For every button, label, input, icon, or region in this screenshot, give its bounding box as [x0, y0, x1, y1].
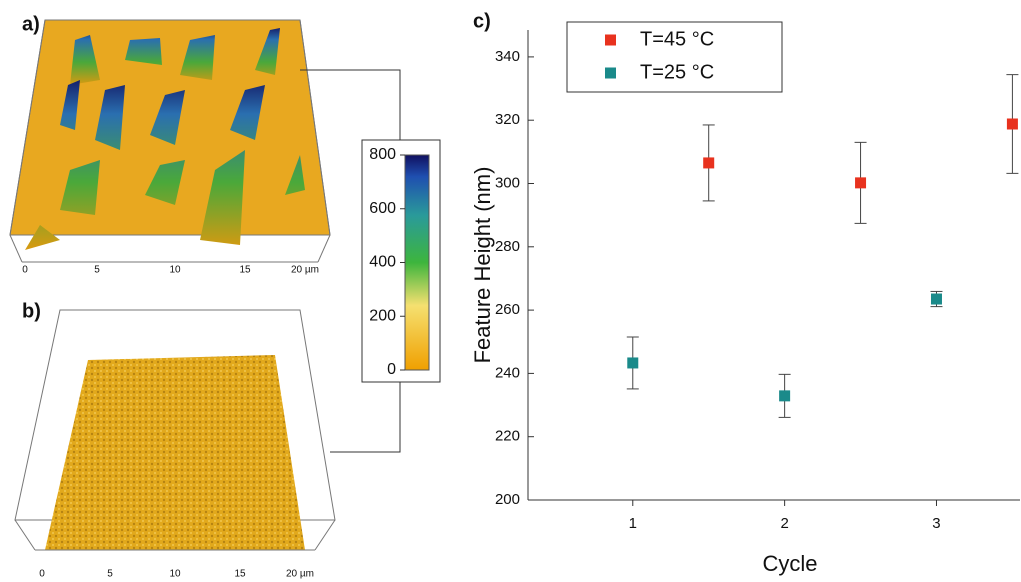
y-tick-label: 340 — [495, 48, 520, 65]
y-tick-label: 300 — [495, 174, 520, 191]
connector — [330, 382, 401, 453]
panel-label: b) — [22, 300, 41, 322]
x-tick-label: 2 — [780, 515, 788, 532]
connector — [300, 69, 401, 140]
x-tick-label: 1 — [629, 515, 637, 532]
x-axis-label: Cycle — [762, 551, 817, 576]
point — [930, 293, 942, 305]
afm-tick-label: 15 — [239, 265, 251, 276]
panel-label: a) — [22, 13, 40, 35]
colorbar-tick-label: 0 — [387, 361, 396, 378]
point — [855, 177, 867, 189]
point — [1006, 118, 1018, 130]
panel-label: c) — [473, 10, 491, 32]
y-tick-label: 260 — [495, 301, 520, 318]
y-axis-label: Feature Height (nm) — [470, 167, 495, 364]
legend-marker — [605, 34, 616, 46]
point — [779, 390, 791, 402]
legend-label: T=45 °C — [640, 28, 714, 50]
x-tick-label: 3 — [932, 515, 940, 532]
legend-label: T=25 °C — [640, 61, 714, 83]
point — [627, 357, 639, 369]
colorbar-tick-label: 800 — [369, 146, 396, 163]
afm-tick-label: 20 µm — [286, 569, 314, 580]
afm-image-b — [14, 309, 336, 551]
y-tick-label: 280 — [495, 238, 520, 255]
point — [703, 157, 715, 169]
colorbar — [361, 139, 441, 383]
y-tick-label: 220 — [495, 428, 520, 445]
y-tick-label: 320 — [495, 111, 520, 128]
afm-tick-label: 10 — [169, 265, 181, 276]
y-tick-label: 240 — [495, 364, 520, 381]
afm-tick-label: 5 — [107, 569, 113, 580]
afm-tick-label: 0 — [22, 265, 28, 276]
afm-tick-label: 20 µm — [291, 265, 319, 276]
afm-tick-label: 15 — [234, 569, 246, 580]
colorbar-tick-label: 400 — [369, 254, 396, 271]
y-tick-label: 200 — [495, 491, 520, 508]
afm-image-a — [9, 19, 331, 263]
afm-tick-label: 0 — [39, 569, 45, 580]
colorbar-tick-label: 600 — [369, 200, 396, 217]
afm-tick-label: 5 — [94, 265, 100, 276]
legend-marker — [605, 67, 616, 79]
legend — [566, 21, 783, 93]
afm-tick-label: 10 — [169, 569, 181, 580]
colorbar-tick-label: 200 — [369, 307, 396, 324]
